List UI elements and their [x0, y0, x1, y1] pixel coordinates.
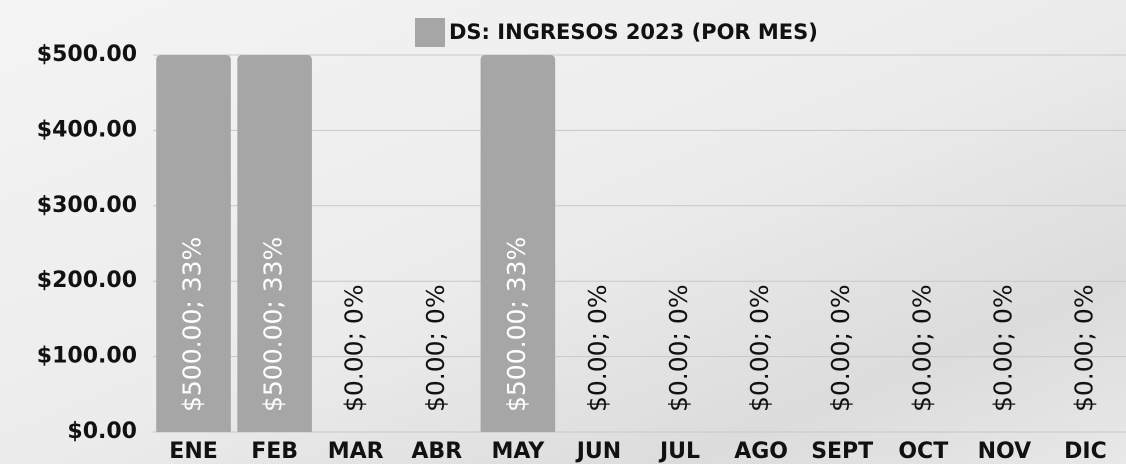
y-tick-label: $0.00 — [67, 419, 137, 444]
y-tick-label: $500.00 — [37, 42, 137, 67]
data-label: $0.00; 0% — [1069, 284, 1098, 412]
x-tick-label: JUN — [575, 439, 621, 464]
data-label: $0.00; 0% — [826, 284, 855, 412]
data-label: $500.00; 33% — [178, 237, 207, 412]
y-tick-label: $300.00 — [37, 193, 137, 218]
data-label: $0.00; 0% — [340, 284, 369, 412]
x-tick-label: OCT — [898, 439, 948, 464]
x-tick-label: JUL — [658, 439, 700, 464]
y-tick-label: $100.00 — [37, 344, 137, 369]
data-label: $500.00; 33% — [259, 237, 288, 412]
x-tick-label: SEPT — [811, 439, 873, 464]
legend-label: DS: INGRESOS 2023 (POR MES) — [449, 20, 818, 44]
data-label: $0.00; 0% — [907, 284, 936, 412]
data-label: $0.00; 0% — [421, 284, 450, 412]
y-tick-label: $200.00 — [37, 268, 137, 293]
x-tick-label: DIC — [1064, 439, 1107, 464]
y-tick-label: $400.00 — [37, 117, 137, 142]
data-label: $0.00; 0% — [583, 284, 612, 412]
x-tick-label: ABR — [411, 439, 462, 464]
data-label: $500.00; 33% — [502, 237, 531, 412]
data-label: $0.00; 0% — [664, 284, 693, 412]
x-tick-label: ENE — [169, 439, 217, 464]
x-tick-label: MAY — [492, 439, 546, 464]
x-tick-label: MAR — [328, 439, 384, 464]
x-tick-label: NOV — [978, 439, 1032, 464]
legend-swatch — [415, 18, 445, 47]
data-label: $0.00; 0% — [988, 284, 1017, 412]
data-label: $0.00; 0% — [745, 284, 774, 412]
chart: $0.00 $100.00 $200.00 $300.00 $400.00 $500.00… — [0, 0, 1126, 464]
x-tick-label: AGO — [734, 439, 788, 464]
x-tick-label: FEB — [251, 439, 298, 464]
